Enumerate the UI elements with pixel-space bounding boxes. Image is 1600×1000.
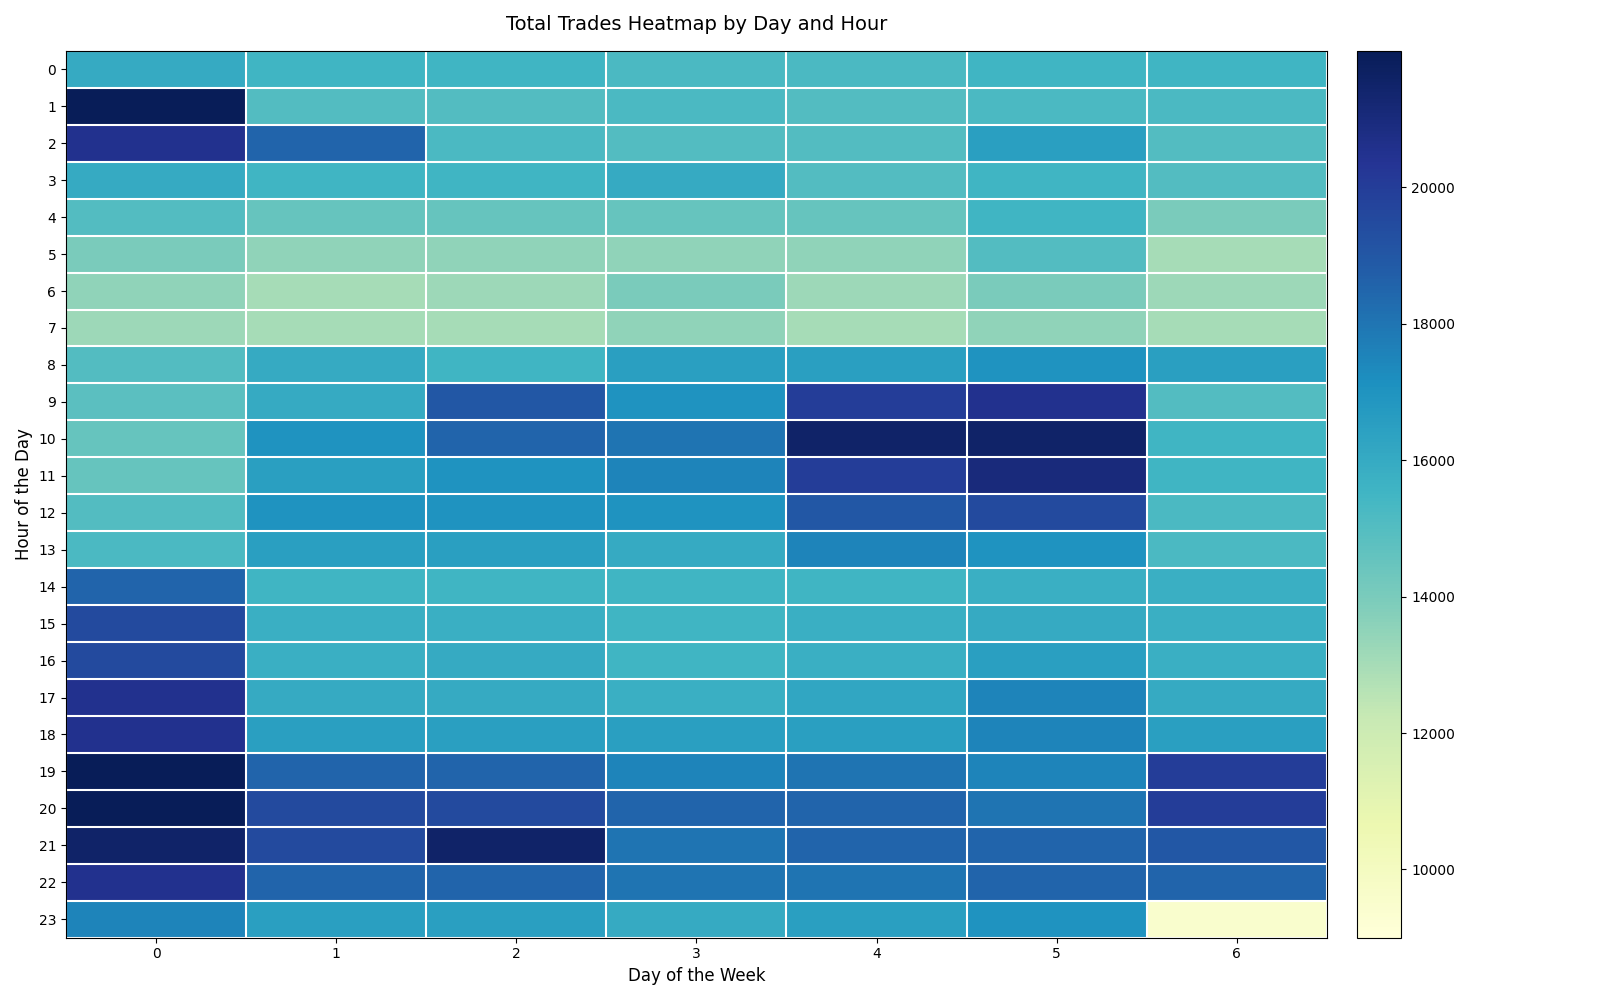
Title: Total Trades Heatmap by Day and Hour: Total Trades Heatmap by Day and Hour	[506, 15, 886, 34]
X-axis label: Day of the Week: Day of the Week	[627, 967, 765, 985]
Y-axis label: Hour of the Day: Hour of the Day	[14, 428, 34, 560]
